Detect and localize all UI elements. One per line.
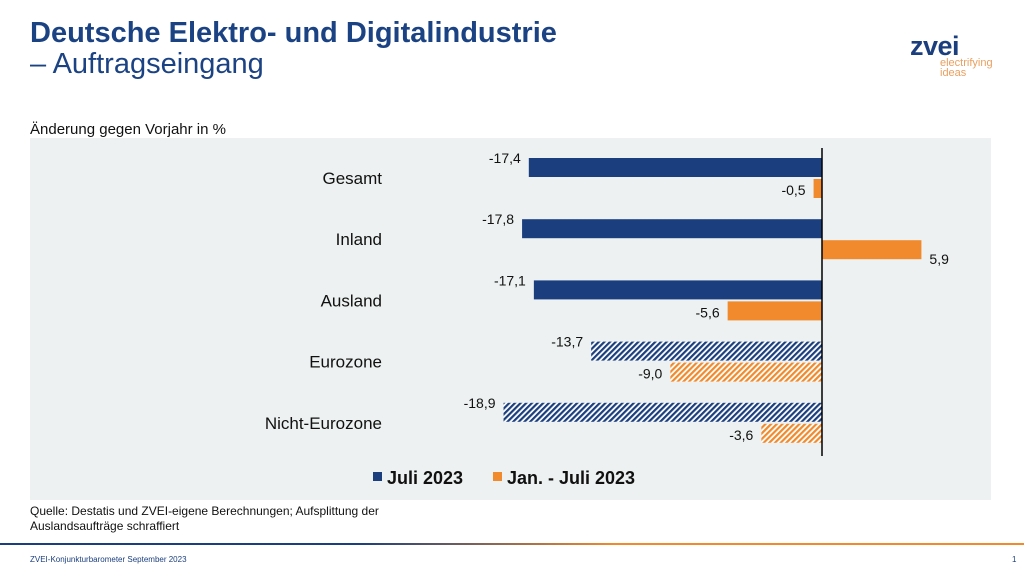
data-label: -13,7: [551, 334, 583, 350]
bar-jan-juli-eurozone: [670, 362, 822, 382]
footer-divider: [0, 543, 1024, 545]
bar-juli-gesamt: [528, 158, 822, 177]
bar-juli-eurozone: [591, 341, 822, 361]
logo-wordmark: zvei: [910, 31, 960, 61]
data-label: -18,9: [464, 395, 496, 411]
source-note: Quelle: Destatis und ZVEI-eigene Berechn…: [30, 504, 379, 534]
data-label: -9,0: [638, 366, 662, 382]
title-line-2: – Auftragseingang: [30, 48, 264, 80]
logo-slogan-1: electrifying: [940, 57, 993, 69]
logo-slogan-2: ideas: [940, 67, 967, 79]
data-label: -3,6: [729, 427, 753, 443]
data-label: -17,1: [494, 272, 526, 288]
bar-jan-juli-nicht-eurozone: [761, 423, 822, 443]
page-number: 1: [1012, 555, 1017, 564]
bar-jan-juli-inland: [822, 240, 922, 260]
bar-juli-inland: [522, 219, 822, 239]
category-label: Ausland: [321, 291, 382, 310]
bar-juli-nicht-eurozone: [503, 402, 822, 422]
source-line-1: Quelle: Destatis und ZVEI-eigene Berechn…: [30, 504, 379, 518]
bar-juli-ausland: [533, 280, 822, 300]
data-label: -17,4: [489, 150, 521, 166]
zvei-logo: zvei electrifying ideas: [910, 31, 993, 79]
page-title: Deutsche Elektro- und Digitalindustrie –…: [30, 18, 557, 80]
data-label: 5,9: [929, 251, 949, 267]
legend-swatch: [373, 472, 382, 481]
bar-jan-juli-gesamt: [813, 179, 822, 198]
category-label: Nicht-Eurozone: [265, 414, 382, 433]
legend-label: Juli 2023: [387, 468, 463, 488]
source-line-2: Auslandsaufträge schraffiert: [30, 519, 180, 533]
chart-plot-area: [30, 138, 991, 500]
category-label: Inland: [336, 230, 382, 249]
bar-jan-juli-ausland: [727, 301, 822, 321]
legend-swatch: [493, 472, 502, 481]
data-label: -5,6: [696, 304, 720, 320]
category-label: Gesamt: [322, 169, 382, 188]
chart-subtitle: Änderung gegen Vorjahr in %: [30, 121, 226, 138]
footer-text: ZVEI-Konjunkturbarometer September 2023: [30, 555, 187, 564]
legend-label: Jan. - Juli 2023: [507, 468, 635, 488]
data-label: -0,5: [781, 182, 805, 198]
category-label: Eurozone: [309, 353, 382, 372]
data-label: -17,8: [482, 211, 514, 227]
title-line-1: Deutsche Elektro- und Digitalindustrie: [30, 17, 557, 49]
